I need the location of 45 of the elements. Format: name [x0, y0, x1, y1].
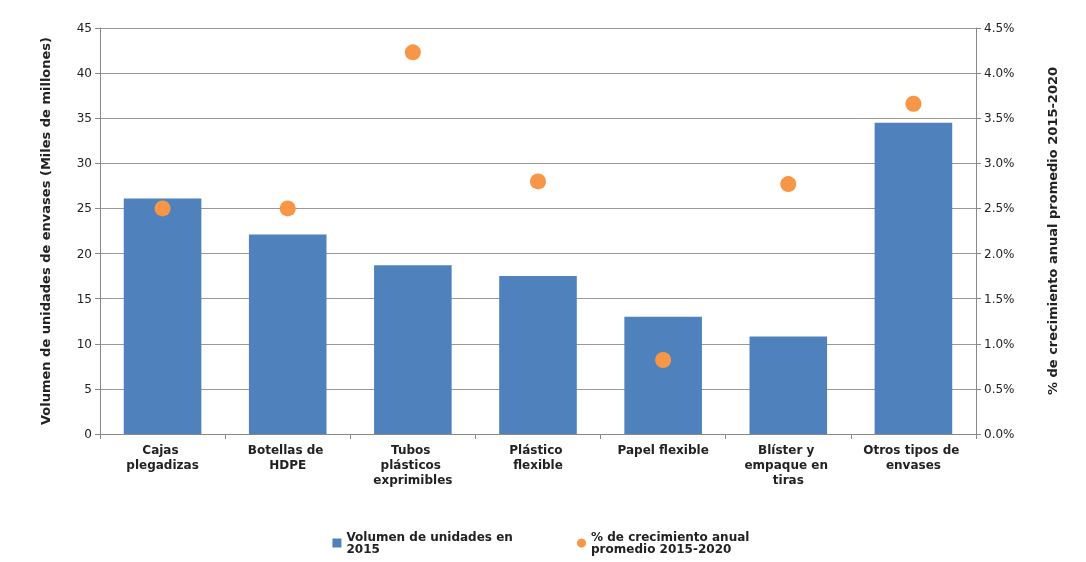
point: [655, 352, 672, 369]
y-tick-label: 35: [76, 111, 92, 126]
bar: [374, 265, 452, 434]
bar: [624, 316, 702, 434]
x-tick-label: Otros tipos de envases: [863, 442, 964, 472]
x-tick-label: Cajas plegadizas: [126, 442, 199, 472]
y-tick-label: 20: [76, 246, 92, 261]
y-tick-label: 30: [76, 156, 92, 171]
y2-tick-label: 4.5%: [984, 21, 1015, 35]
x-tick-label: Tubos plásticos exprimibles: [373, 442, 453, 487]
y2-tick-label: 4.0%: [984, 66, 1015, 81]
bar: [874, 122, 953, 434]
legend-label: % de crecimiento anual promedio 2015-2020: [591, 530, 754, 556]
y2-tick-label: 2.5%: [984, 201, 1015, 216]
y2-tick-label: 1.5%: [984, 291, 1015, 306]
bar: [499, 276, 577, 434]
bar: [248, 234, 327, 434]
y-tick-label: 45: [76, 21, 92, 35]
y-tick-label: 10: [76, 336, 92, 351]
y-tick-label: 15: [76, 291, 92, 306]
y2-tick-label: 0.5%: [984, 381, 1015, 396]
y2-tick-label: 3.0%: [984, 156, 1015, 171]
point: [905, 95, 922, 112]
y-tick-label: 40: [76, 66, 92, 81]
x-tick-label: Botellas de HDPE: [247, 442, 328, 472]
y-tick-label: 5: [84, 381, 92, 396]
point: [154, 200, 171, 217]
bar: [749, 336, 828, 434]
x-tick-label: Blíster y empaque en tiras: [744, 442, 833, 487]
y2-tick-label: 1.0%: [984, 336, 1015, 351]
y2-tick-label: 0.0%: [984, 427, 1015, 441]
y2-axis-title: % de crecimiento anual promedio 2015-2020: [1045, 66, 1060, 396]
y-axis-title: Volumen de unidades de envases (Miles de millones): [38, 36, 53, 426]
bar: [123, 198, 202, 434]
point: [279, 200, 296, 217]
legend-label: Volumen de unidades en 2015: [346, 530, 518, 556]
y2-tick-label: 2.0%: [984, 246, 1015, 261]
x-tick-label: Plástico flexible: [509, 442, 567, 472]
x-tick-label: Papel flexible: [617, 442, 709, 457]
y-tick-label: 0: [84, 427, 92, 441]
point: [404, 44, 421, 61]
y-tick-label: 25: [76, 201, 92, 216]
y2-tick-label: 3.5%: [984, 111, 1015, 126]
point: [530, 173, 546, 190]
point: [780, 176, 797, 193]
